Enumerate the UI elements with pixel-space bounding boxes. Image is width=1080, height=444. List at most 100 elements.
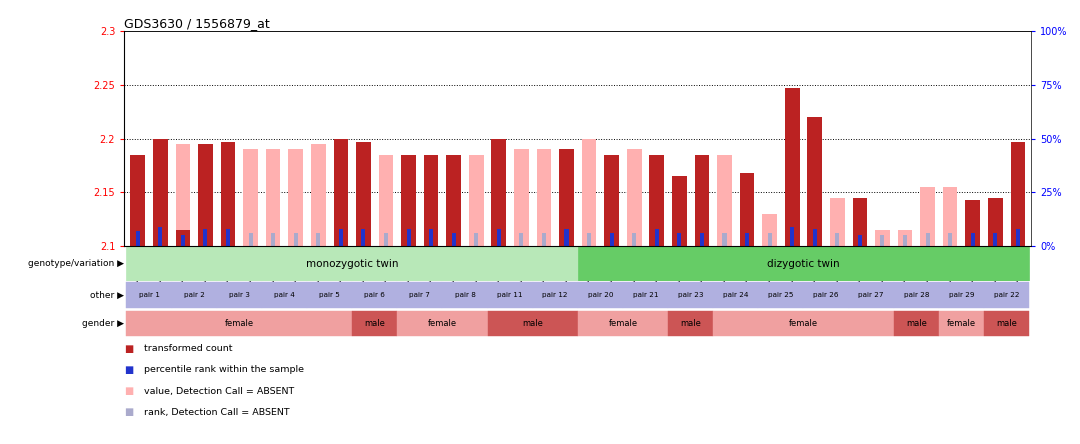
Bar — [397, 282, 443, 308]
Bar — [532, 282, 578, 308]
Text: pair 23: pair 23 — [678, 292, 703, 298]
Bar — [578, 246, 1029, 281]
Bar — [203, 229, 207, 246]
Text: pair 11: pair 11 — [498, 292, 523, 298]
Bar — [948, 233, 953, 246]
Text: pair 6: pair 6 — [364, 292, 386, 298]
Bar — [745, 233, 750, 246]
Text: transformed count: transformed count — [144, 344, 232, 353]
Bar — [831, 198, 845, 246]
Text: male: male — [680, 319, 701, 328]
Bar — [406, 229, 410, 246]
Bar — [131, 155, 145, 246]
Bar — [491, 139, 507, 246]
Bar — [669, 282, 713, 308]
Bar — [176, 230, 190, 246]
Bar — [401, 155, 416, 246]
Bar — [542, 233, 546, 246]
Bar — [713, 311, 894, 336]
Bar — [880, 235, 885, 246]
Bar — [126, 311, 352, 336]
Bar — [804, 282, 849, 308]
Bar — [180, 235, 185, 246]
Bar — [808, 117, 822, 246]
Bar — [966, 200, 980, 246]
Bar — [248, 233, 253, 246]
Text: female: female — [608, 319, 637, 328]
Text: ■: ■ — [124, 365, 134, 375]
Bar — [307, 282, 352, 308]
Bar — [451, 233, 456, 246]
Text: male: male — [996, 319, 1017, 328]
Bar — [316, 233, 321, 246]
Bar — [220, 142, 235, 246]
Bar — [311, 144, 325, 246]
Bar — [632, 233, 636, 246]
Text: pair 12: pair 12 — [542, 292, 568, 298]
Bar — [894, 282, 939, 308]
Bar — [153, 139, 167, 246]
Bar — [578, 282, 623, 308]
Bar — [939, 311, 984, 336]
Bar — [994, 233, 997, 246]
Bar — [176, 144, 190, 246]
Bar — [920, 187, 935, 246]
Bar — [582, 139, 596, 246]
Text: pair 25: pair 25 — [768, 292, 794, 298]
Text: male: male — [906, 319, 927, 328]
Bar — [379, 155, 393, 246]
Text: pair 29: pair 29 — [948, 292, 974, 298]
Bar — [271, 233, 275, 246]
Text: gender ▶: gender ▶ — [82, 319, 124, 328]
Bar — [397, 311, 487, 336]
Bar — [740, 173, 755, 246]
Bar — [172, 282, 217, 308]
Bar — [559, 149, 573, 246]
Bar — [429, 229, 433, 246]
Bar — [1011, 142, 1025, 246]
Bar — [352, 282, 397, 308]
Text: pair 7: pair 7 — [409, 292, 430, 298]
Text: female: female — [428, 319, 457, 328]
Bar — [849, 282, 894, 308]
Text: genotype/variation ▶: genotype/variation ▶ — [28, 259, 124, 268]
Text: female: female — [225, 319, 254, 328]
Text: GDS3630 / 1556879_at: GDS3630 / 1556879_at — [124, 17, 270, 30]
Bar — [988, 198, 1002, 246]
Text: pair 1: pair 1 — [138, 292, 160, 298]
Bar — [791, 227, 794, 246]
Bar — [897, 230, 913, 246]
Bar — [294, 233, 298, 246]
Bar — [384, 233, 388, 246]
Text: monozygotic twin: monozygotic twin — [306, 258, 399, 269]
Bar — [514, 149, 529, 246]
Bar — [487, 282, 532, 308]
Text: female: female — [788, 319, 818, 328]
Bar — [446, 155, 461, 246]
Text: dizygotic twin: dizygotic twin — [767, 258, 840, 269]
Text: female: female — [947, 319, 976, 328]
Text: pair 20: pair 20 — [588, 292, 613, 298]
Text: pair 21: pair 21 — [633, 292, 658, 298]
Bar — [469, 155, 484, 246]
Text: pair 22: pair 22 — [994, 292, 1020, 298]
Bar — [352, 311, 397, 336]
Bar — [835, 233, 839, 246]
Bar — [497, 229, 501, 246]
Bar — [813, 229, 816, 246]
Text: pair 2: pair 2 — [184, 292, 204, 298]
Bar — [903, 235, 907, 246]
Text: ■: ■ — [124, 386, 134, 396]
Bar — [626, 149, 642, 246]
Bar — [339, 229, 342, 246]
Bar — [875, 230, 890, 246]
Bar — [578, 311, 669, 336]
Bar — [758, 282, 804, 308]
Bar — [605, 155, 619, 246]
Bar — [654, 229, 659, 246]
Text: male: male — [523, 319, 543, 328]
Bar — [723, 233, 727, 246]
Bar — [926, 233, 930, 246]
Bar — [537, 149, 551, 246]
Bar — [126, 246, 578, 281]
